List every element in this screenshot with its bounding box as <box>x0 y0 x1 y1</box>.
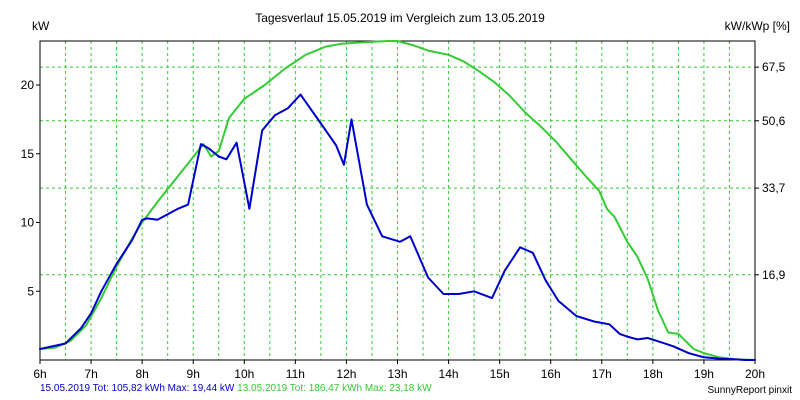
x-tick-label: 10h <box>234 367 254 381</box>
grid-lines <box>40 41 755 360</box>
x-tick-label: 16h <box>541 367 561 381</box>
footer-series-2: 13.05.2019 Tot: 186,47 kWh Max: 23,18 kW <box>237 383 432 394</box>
x-tick-label: 11h <box>286 367 305 381</box>
x-tick-label: 20h <box>745 367 765 381</box>
y-tick-label: 5 <box>27 284 34 298</box>
x-tick-label: 18h <box>643 367 663 381</box>
x-tick-label: 19h <box>694 367 714 381</box>
y2-tick-labels: 16,9 33,7 50,6 67,5 <box>762 60 786 282</box>
x-tick-label: 15h <box>490 367 510 381</box>
footer-series-1: 15.05.2019 Tot: 105,82 kWh Max: 19,44 kW <box>40 383 235 394</box>
x-tick-label: 12h <box>336 367 356 381</box>
x-tick-label: 6h <box>33 367 46 381</box>
series-line-15.05.2019 <box>39 93 756 361</box>
y2-tick-label: 33,7 <box>762 181 786 195</box>
y-tick-label: 20 <box>21 78 35 92</box>
x-tick-labels: 6h 7h 8h 9h 10h 11h 12h 13h 14h 15h 16h 17h 18h 19h 20… <box>33 367 765 381</box>
y-tick-label: 10 <box>21 216 35 230</box>
y2-tick-label: 16,9 <box>762 268 786 282</box>
x-tick-label: 14h <box>439 367 459 381</box>
credit-text: SunnyReport pinxit <box>707 385 793 396</box>
series-lines <box>39 40 756 361</box>
y2-tick-label: 50,6 <box>762 114 786 128</box>
chart-title: Tagesverlauf 15.05.2019 im Vergleich zum… <box>255 11 545 25</box>
series-line-13.05.2019 <box>39 40 756 361</box>
y2-tick-label: 67,5 <box>762 60 786 74</box>
y-tick-label: 15 <box>21 147 35 161</box>
x-tick-label: 17h <box>592 367 612 381</box>
x-tick-label: 7h <box>84 367 97 381</box>
x-tick-label: 9h <box>187 367 200 381</box>
y-tick-labels: 5 10 15 20 <box>21 78 35 298</box>
x-tick-label: 13h <box>387 367 407 381</box>
y-axis-label: kW <box>32 19 50 33</box>
x-tick-label: 8h <box>135 367 148 381</box>
y2-axis-label: kW/kWp [%] <box>724 19 790 33</box>
chart-footer: 15.05.2019 Tot: 105,82 kWh Max: 19,44 kW… <box>40 383 432 394</box>
